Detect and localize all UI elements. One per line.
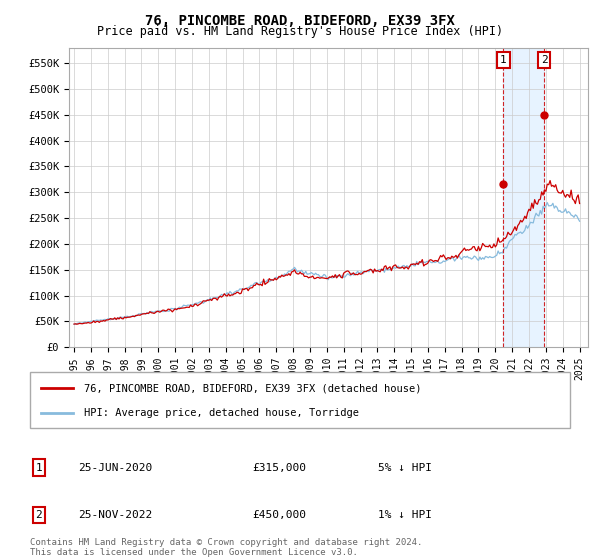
Text: 25-NOV-2022: 25-NOV-2022 bbox=[78, 510, 152, 520]
Text: 1% ↓ HPI: 1% ↓ HPI bbox=[378, 510, 432, 520]
FancyBboxPatch shape bbox=[30, 372, 570, 428]
Text: 5% ↓ HPI: 5% ↓ HPI bbox=[378, 463, 432, 473]
Text: £315,000: £315,000 bbox=[252, 463, 306, 473]
Text: Contains HM Land Registry data © Crown copyright and database right 2024.
This d: Contains HM Land Registry data © Crown c… bbox=[30, 538, 422, 557]
Text: 76, PINCOMBE ROAD, BIDEFORD, EX39 3FX: 76, PINCOMBE ROAD, BIDEFORD, EX39 3FX bbox=[145, 14, 455, 28]
Text: £450,000: £450,000 bbox=[252, 510, 306, 520]
Text: 76, PINCOMBE ROAD, BIDEFORD, EX39 3FX (detached house): 76, PINCOMBE ROAD, BIDEFORD, EX39 3FX (d… bbox=[84, 383, 421, 393]
Text: 1: 1 bbox=[35, 463, 43, 473]
Text: 25-JUN-2020: 25-JUN-2020 bbox=[78, 463, 152, 473]
Text: 2: 2 bbox=[541, 55, 548, 65]
Bar bbox=[503, 48, 544, 347]
Text: 1: 1 bbox=[500, 55, 507, 65]
Text: 2: 2 bbox=[35, 510, 43, 520]
Text: HPI: Average price, detached house, Torridge: HPI: Average price, detached house, Torr… bbox=[84, 408, 359, 418]
Text: Price paid vs. HM Land Registry's House Price Index (HPI): Price paid vs. HM Land Registry's House … bbox=[97, 25, 503, 38]
